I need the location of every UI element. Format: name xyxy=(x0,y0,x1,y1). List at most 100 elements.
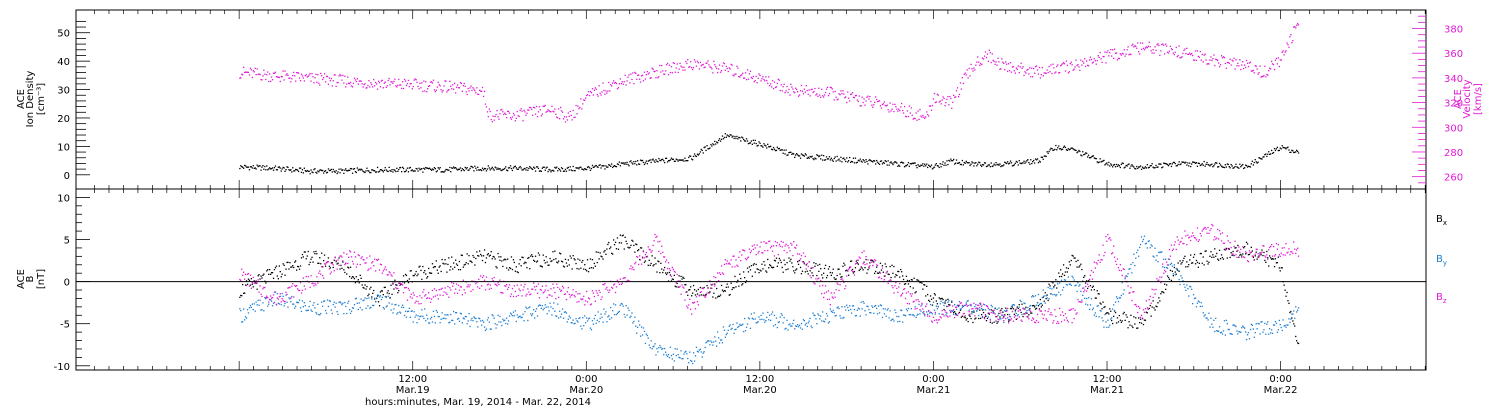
data-point xyxy=(678,286,680,288)
data-point xyxy=(1288,302,1290,304)
data-point xyxy=(1259,157,1261,159)
data-point xyxy=(483,326,486,328)
data-point xyxy=(480,169,482,171)
data-point xyxy=(312,304,314,306)
data-point xyxy=(1101,61,1103,63)
data-point xyxy=(863,261,865,263)
data-point xyxy=(699,286,701,289)
data-point xyxy=(322,169,324,172)
data-point xyxy=(595,290,597,292)
data-point xyxy=(1079,284,1081,286)
data-point xyxy=(1113,304,1115,306)
data-point xyxy=(1117,57,1120,60)
data-point xyxy=(998,61,1000,63)
data-point xyxy=(848,274,850,276)
data-point xyxy=(324,263,327,265)
data-point xyxy=(942,96,944,98)
data-point xyxy=(337,262,339,264)
data-point xyxy=(324,265,327,267)
data-point xyxy=(289,298,291,300)
data-point xyxy=(726,260,728,262)
data-point xyxy=(430,81,433,83)
data-point xyxy=(684,157,686,159)
data-point xyxy=(323,300,326,302)
data-point xyxy=(575,318,577,320)
data-point xyxy=(801,261,804,263)
data-point xyxy=(633,83,635,85)
data-point xyxy=(1271,258,1274,260)
data-point xyxy=(646,163,648,165)
data-point xyxy=(567,287,569,289)
data-point xyxy=(769,264,771,266)
data-point xyxy=(392,171,394,173)
data-point xyxy=(507,286,510,288)
data-point xyxy=(1050,64,1052,66)
data-point xyxy=(571,119,573,121)
data-point xyxy=(806,325,808,327)
data-point xyxy=(1139,246,1141,249)
data-point xyxy=(667,262,670,264)
data-point xyxy=(601,316,603,318)
data-point xyxy=(500,169,502,171)
data-point xyxy=(765,270,767,272)
data-point xyxy=(430,298,433,300)
data-point xyxy=(272,277,275,279)
data-point xyxy=(873,312,875,314)
data-point xyxy=(713,276,715,278)
data-point xyxy=(327,305,330,308)
data-point xyxy=(1076,65,1078,67)
data-point xyxy=(972,321,974,324)
data-point xyxy=(686,305,688,307)
data-point xyxy=(962,82,964,85)
data-point xyxy=(1190,254,1192,256)
data-point xyxy=(420,302,422,305)
data-point xyxy=(1013,313,1015,315)
data-point xyxy=(567,259,569,261)
data-point xyxy=(257,73,259,75)
data-point xyxy=(595,164,597,167)
data-point xyxy=(295,168,297,171)
data-point xyxy=(428,297,431,299)
data-point xyxy=(1174,271,1176,273)
data-point xyxy=(280,276,282,278)
data-point xyxy=(281,297,283,300)
data-point xyxy=(695,346,698,348)
data-point xyxy=(978,314,980,317)
data-point xyxy=(445,80,447,82)
data-point xyxy=(780,313,782,315)
data-point xyxy=(517,294,519,297)
data-point xyxy=(841,276,843,278)
data-point xyxy=(516,168,518,170)
data-point xyxy=(989,318,991,320)
data-point xyxy=(856,161,858,163)
data-point xyxy=(863,160,865,162)
data-point xyxy=(637,250,639,252)
data-point xyxy=(937,94,939,96)
data-point xyxy=(461,294,463,296)
data-point xyxy=(324,309,327,312)
data-point xyxy=(388,302,390,304)
data-point xyxy=(1135,257,1137,259)
data-point xyxy=(620,302,622,305)
data-point xyxy=(772,266,775,268)
data-point xyxy=(447,285,449,288)
data-point xyxy=(555,298,557,300)
data-point xyxy=(930,109,933,111)
data-point xyxy=(888,273,890,276)
data-point xyxy=(990,162,992,164)
data-point xyxy=(1287,324,1289,326)
data-point xyxy=(1150,315,1152,317)
data-point xyxy=(244,284,247,286)
data-point xyxy=(255,74,257,76)
data-point xyxy=(682,69,684,71)
data-point xyxy=(680,350,682,352)
data-point xyxy=(252,70,254,72)
data-point xyxy=(1060,149,1063,151)
data-point xyxy=(398,282,400,284)
data-point xyxy=(299,307,302,309)
data-point xyxy=(522,120,524,122)
data-point xyxy=(782,271,784,273)
data-point xyxy=(1189,162,1191,164)
data-point xyxy=(1087,64,1089,66)
data-point xyxy=(754,318,756,320)
